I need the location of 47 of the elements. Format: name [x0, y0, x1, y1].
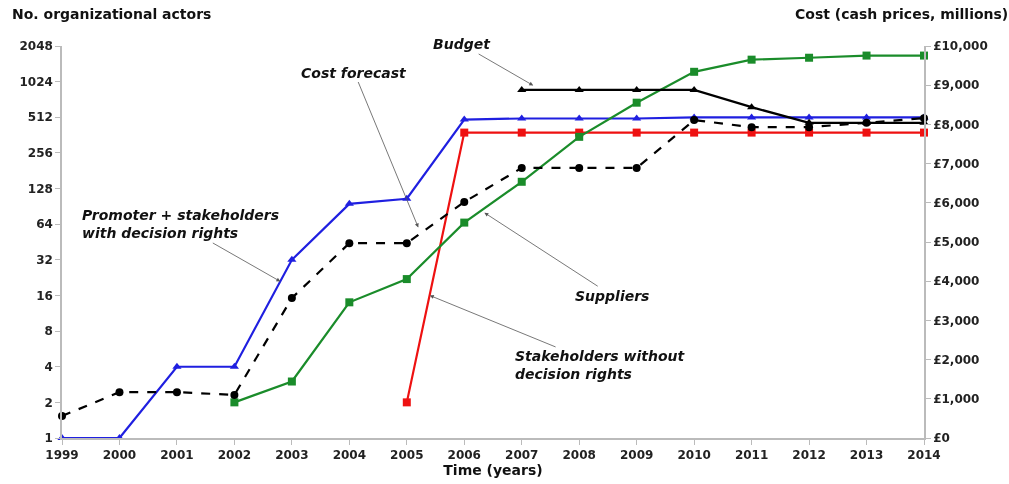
x-tick-label: 2001	[160, 448, 194, 463]
x-tick-label: 2007	[505, 448, 539, 463]
annotation: Suppliers	[575, 288, 650, 304]
y2-tick-label: £9,000	[933, 78, 980, 93]
y-tick-label: 8	[44, 324, 53, 339]
x-tick-label: 2011	[734, 448, 769, 463]
y2-tick-label: £5,000	[933, 235, 980, 250]
x-tick-label: 2003	[275, 448, 309, 463]
x-tick-label: 2009	[619, 448, 654, 463]
y-tick-label: 16	[36, 288, 53, 303]
x-tick-label: 2010	[677, 448, 711, 463]
y-tick-label: 512	[27, 110, 53, 125]
y-axis-title: No. organizational actors	[12, 6, 212, 22]
x-tick-label: 2000	[102, 448, 137, 463]
y2-tick-label: £7,000	[933, 156, 980, 171]
y-tick-label: 1024	[19, 74, 53, 89]
y-tick-label: 2048	[19, 39, 53, 54]
annotation: Stakeholders without decision rights	[515, 348, 686, 383]
y2-tick-label: £4,000	[933, 274, 980, 289]
y2-axis-title: Cost (cash prices, millions)	[795, 6, 1009, 22]
x-tick-label: 2004	[332, 448, 367, 463]
y-tick-label: 1	[44, 431, 53, 446]
y2-tick-label: £1,000	[933, 392, 980, 406]
x-tick-label: 2002	[217, 448, 252, 463]
x-tick-label: 2014	[907, 448, 941, 463]
x-tick-label: 2008	[562, 448, 596, 463]
y2-tick-label: £2,000	[933, 352, 980, 367]
y2-tick-label: £8,000	[933, 117, 980, 132]
y-tick-label: 256	[27, 146, 53, 161]
y-tick-label: 64	[36, 217, 53, 232]
annotation: Budget	[433, 36, 492, 52]
x-tick-label: 2012	[792, 448, 826, 463]
y-tick-label: 32	[36, 253, 53, 268]
x-tick-label: 2013	[849, 448, 884, 463]
x-tick-label: 2005	[390, 448, 424, 463]
annotation: Cost forecast	[301, 65, 407, 81]
y-tick-label: 2	[44, 395, 53, 410]
x-axis-title: Time (years)	[443, 462, 543, 479]
y-tick-label: 4	[44, 359, 53, 374]
y2-tick-label: £3,000	[933, 313, 980, 328]
annotation: Promoter + stakeholders with decision rights	[82, 207, 280, 242]
y2-tick-label: £10,000	[933, 39, 988, 54]
y-tick-label: 128	[27, 181, 53, 196]
x-tick-label: 1999	[45, 448, 79, 463]
x-tick-label: 2006	[447, 448, 481, 463]
y2-tick-label: £6,000	[933, 196, 980, 210]
y2-tick-label: £0	[933, 431, 950, 446]
